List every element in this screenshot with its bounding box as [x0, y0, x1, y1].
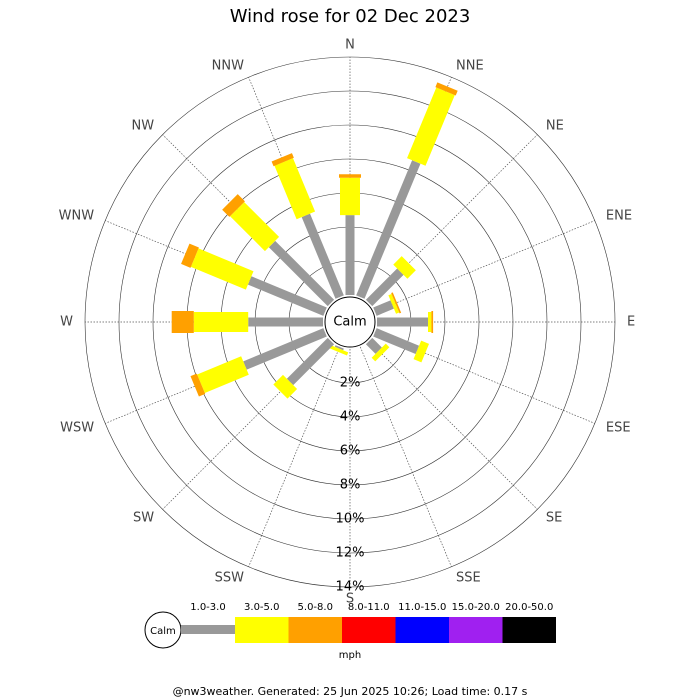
- chart-title: Wind rose for 02 Dec 2023: [230, 6, 471, 27]
- direction-label: SE: [546, 510, 562, 525]
- ring-label: 14%: [336, 580, 365, 595]
- legend-label: 3.0-5.0: [244, 602, 279, 613]
- spoke: [360, 346, 452, 567]
- legend-label: 20.0-50.0: [505, 602, 553, 613]
- ring-label: 10%: [336, 512, 365, 527]
- direction-label: WNW: [59, 208, 95, 223]
- segment: [181, 243, 199, 268]
- segment: [391, 292, 402, 314]
- segment: [365, 268, 404, 307]
- ring-label: 12%: [336, 546, 365, 561]
- segment: [301, 213, 344, 299]
- segment: [373, 328, 420, 355]
- spoke: [368, 340, 538, 510]
- direction-label: E: [627, 315, 635, 330]
- segment: [413, 340, 430, 363]
- legend-swatch: [342, 617, 396, 643]
- legend-label: 11.0-15.0: [398, 602, 446, 613]
- segment: [407, 87, 455, 166]
- segment: [373, 300, 394, 316]
- legend-swatch: [395, 617, 449, 643]
- spoke: [248, 346, 340, 567]
- segment: [271, 153, 294, 167]
- segment: [222, 194, 245, 217]
- legend-swatch: [181, 625, 235, 634]
- direction-label: SSW: [215, 570, 245, 585]
- segment: [268, 240, 335, 307]
- segment: [371, 343, 390, 362]
- spoke: [374, 220, 595, 312]
- legend-swatch: [235, 617, 289, 643]
- direction-label: NW: [132, 119, 155, 134]
- direction-label: N: [345, 38, 355, 53]
- segment: [328, 344, 349, 356]
- legend-calm-label: Calm: [150, 626, 176, 637]
- segment: [247, 276, 327, 316]
- direction-label: NNE: [456, 59, 484, 74]
- direction-label: NE: [546, 119, 564, 134]
- segment: [190, 373, 206, 397]
- direction-label: WSW: [60, 421, 94, 436]
- direction-label: SW: [133, 510, 154, 525]
- legend-label: 8.0-11.0: [348, 602, 390, 613]
- segment: [435, 82, 458, 96]
- ring-label: 4%: [340, 410, 361, 425]
- legend-swatch: [449, 617, 503, 643]
- segment: [273, 374, 298, 399]
- calm-label: Calm: [333, 315, 366, 330]
- segment: [230, 202, 280, 252]
- direction-label: W: [60, 315, 73, 330]
- segment: [388, 293, 400, 314]
- ring-label: 2%: [340, 376, 361, 391]
- legend-label: 15.0-20.0: [452, 602, 500, 613]
- direction-label: ENE: [606, 208, 632, 223]
- direction-label: SSE: [456, 570, 481, 585]
- segment: [274, 158, 316, 220]
- segment: [286, 337, 335, 386]
- footer: @nw3weather. Generated: 25 Jun 2025 10:2…: [173, 685, 528, 698]
- legend-label: 5.0-8.0: [298, 602, 333, 613]
- segment: [197, 356, 249, 393]
- ring: [152, 124, 548, 520]
- direction-label: ESE: [606, 421, 631, 436]
- direction-label: NNW: [212, 59, 244, 74]
- segment: [393, 256, 416, 279]
- segment: [365, 337, 382, 354]
- ring-label: 6%: [340, 444, 361, 459]
- segment: [190, 248, 254, 290]
- segment: [334, 345, 344, 351]
- direction-label: S: [346, 592, 354, 607]
- calm-circle: [324, 296, 376, 348]
- unit-label: mph: [339, 650, 361, 661]
- segment: [356, 160, 421, 299]
- legend-label: 1.0-3.0: [190, 602, 225, 613]
- ring-label: 8%: [340, 478, 361, 493]
- legend-swatch: [502, 617, 556, 643]
- segment: [243, 328, 327, 370]
- legend-swatch: [288, 617, 342, 643]
